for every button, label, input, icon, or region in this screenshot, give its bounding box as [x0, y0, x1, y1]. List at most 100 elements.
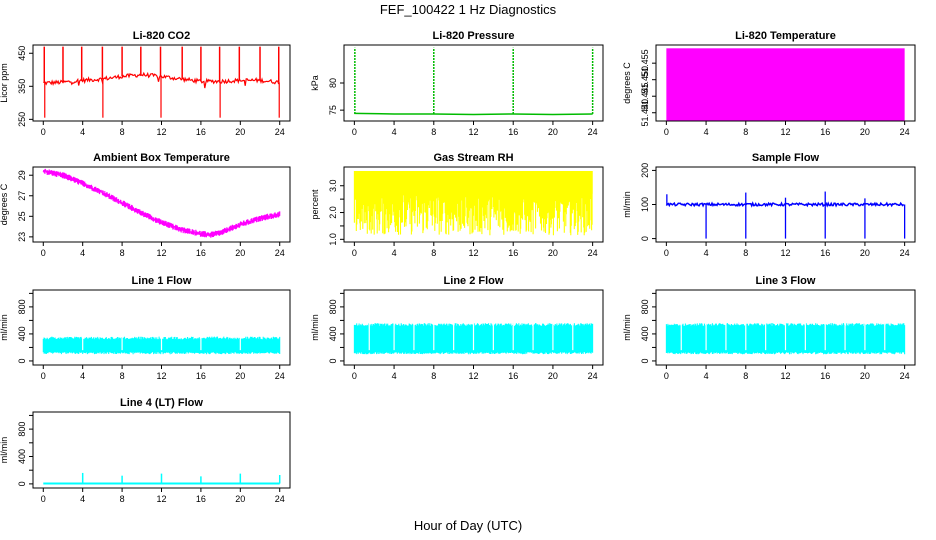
rh-x-tick-label: 4	[392, 248, 397, 258]
line1-ylabel: ml/min	[0, 314, 9, 341]
pressure-x-tick-label: 12	[468, 127, 478, 137]
co2-ylabel: Licor ppm	[0, 63, 9, 103]
sample_flow-x-tick-label: 4	[704, 248, 709, 258]
temperature-y-tick-label: 51.440	[640, 99, 650, 127]
sample_flow-x-tick-label: 8	[743, 248, 748, 258]
rh-y-tick-label: 1.0	[328, 233, 338, 246]
line2-y-tick-label: 800	[328, 299, 338, 314]
line3-y-tick-label: 0	[640, 358, 650, 363]
rh-y-tick-label: 3.0	[328, 179, 338, 192]
sample_flow-x-tick-label: 12	[780, 248, 790, 258]
line2-x-tick-label: 0	[352, 371, 357, 381]
line1-x-tick-label: 20	[235, 371, 245, 381]
ambient-y-tick-label: 27	[17, 191, 27, 201]
line4-x-tick-label: 0	[41, 494, 46, 504]
ambient-x-tick-label: 16	[196, 248, 206, 258]
co2-title: Li-820 CO2	[133, 30, 190, 42]
pressure-frame	[343, 44, 604, 122]
rh-y-tick-label: 2.0	[328, 206, 338, 219]
line3-x-tick-label: 20	[860, 371, 870, 381]
ambient-y-tick-label: 29	[17, 170, 27, 180]
line1-x-tick-label: 8	[120, 371, 125, 381]
co2-x-tick-label: 0	[41, 127, 46, 137]
line1-y-tick-label: 400	[17, 326, 27, 341]
ambient-title: Ambient Box Temperature	[93, 152, 230, 164]
line2-ylabel: ml/min	[310, 314, 320, 341]
ambient-x-tick-label: 4	[80, 248, 85, 258]
x-axis-title: Hour of Day (UTC)	[413, 518, 523, 533]
temperature-x-tick-label: 16	[820, 127, 830, 137]
co2-x-tick-label: 20	[235, 127, 245, 137]
co2-y-tick-label: 450	[17, 46, 27, 61]
line2-x-tick-label: 4	[392, 371, 397, 381]
line4-ylabel: ml/min	[0, 437, 9, 464]
line4-y-tick-label: 800	[17, 422, 27, 437]
rh-chart: Gas Stream RH percent 0 4 8 12 16 20 24 1.0 2.0 3.0	[310, 152, 604, 258]
ambient-x-tick-label: 12	[156, 248, 166, 258]
pressure-x-tick-label: 24	[588, 127, 598, 137]
pressure-series	[354, 112, 593, 116]
rh-x-tick-label: 16	[508, 248, 518, 258]
pressure-chart: Li-820 Pressure kPa 0 4 8 12 16 20 24 75 80	[310, 30, 604, 137]
ambient-y-tick-label: 23	[17, 232, 27, 242]
sample_flow-chart: Sample Flow ml/min 0 4 8 12 16 20 24 0 100 200	[622, 152, 916, 258]
line3-x-tick-label: 16	[820, 371, 830, 381]
sample_flow-y-tick-label: 0	[640, 236, 650, 241]
sample_flow-x-tick-label: 24	[900, 248, 910, 258]
line1-y-tick-label: 800	[17, 299, 27, 314]
sample_flow-y-tick-label: 200	[640, 163, 650, 178]
line3-x-tick-label: 12	[780, 371, 790, 381]
line4-x-tick-label: 12	[156, 494, 166, 504]
line1-y-tick-label: 0	[17, 358, 27, 363]
line2-chart: Line 2 Flow ml/min 0 4 8 12 16 20 24 0 400 800	[310, 275, 604, 381]
temperature-x-tick-label: 12	[780, 127, 790, 137]
temperature-x-tick-label: 8	[743, 127, 748, 137]
line2-y-tick-label: 0	[328, 358, 338, 363]
line1-x-tick-label: 12	[156, 371, 166, 381]
line4-title: Line 4 (LT) Flow	[120, 397, 203, 409]
page-title: FEF_100422 1 Hz Diagnostics	[379, 2, 557, 17]
temperature-band	[666, 48, 905, 121]
ambient-x-tick-label: 24	[275, 248, 285, 258]
sample_flow-y-tick-label: 100	[640, 197, 650, 212]
line4-y-tick-label: 400	[17, 449, 27, 464]
line2-x-tick-label: 8	[431, 371, 436, 381]
line4-x-tick-label: 20	[235, 494, 245, 504]
sample_flow-marks	[665, 191, 906, 239]
line4-x-tick-label: 4	[80, 494, 85, 504]
temperature-x-tick-label: 0	[664, 127, 669, 137]
line3-title: Line 3 Flow	[756, 275, 816, 287]
line2-x-tick-label: 24	[588, 371, 598, 381]
line3-y-tick-label: 800	[640, 299, 650, 314]
line2-x-tick-label: 16	[508, 371, 518, 381]
temperature-y-tick-label: 51.445	[640, 82, 650, 110]
rh-title: Gas Stream RH	[433, 152, 513, 164]
temperature-x-tick-label: 20	[860, 127, 870, 137]
line1-marks	[42, 336, 281, 355]
line3-x-tick-label: 4	[704, 371, 709, 381]
line1-x-tick-label: 16	[196, 371, 206, 381]
pressure-marks	[354, 47, 594, 116]
ambient-series	[42, 168, 281, 238]
ambient-ylabel: degrees C	[0, 183, 9, 225]
line3-ylabel: ml/min	[622, 314, 632, 341]
line2-x-tick-label: 12	[468, 371, 478, 381]
sample_flow-x-tick-label: 16	[820, 248, 830, 258]
line1-x-tick-label: 24	[275, 371, 285, 381]
pressure-x-tick-label: 4	[392, 127, 397, 137]
line3-chart: Line 3 Flow ml/min 0 4 8 12 16 20 24 0 400 800	[622, 275, 916, 381]
temperature-x-tick-label: 24	[900, 127, 910, 137]
sample_flow-x-tick-label: 20	[860, 248, 870, 258]
pressure-y-tick-label: 80	[328, 78, 338, 88]
pressure-x-tick-label: 8	[431, 127, 436, 137]
line1-chart: Line 1 Flow ml/min 0 4 8 12 16 20 24 0 400 800	[0, 275, 291, 381]
line4-chart: Line 4 (LT) Flow ml/min 0 4 8 12 16 20 24 0 400 800	[0, 397, 291, 504]
line2-y-tick-label: 400	[328, 326, 338, 341]
rh-x-tick-label: 24	[588, 248, 598, 258]
rh-x-tick-label: 20	[548, 248, 558, 258]
line3-x-tick-label: 8	[743, 371, 748, 381]
rh-ylabel: percent	[310, 189, 320, 220]
ambient-x-tick-label: 0	[41, 248, 46, 258]
co2-x-tick-label: 24	[275, 127, 285, 137]
